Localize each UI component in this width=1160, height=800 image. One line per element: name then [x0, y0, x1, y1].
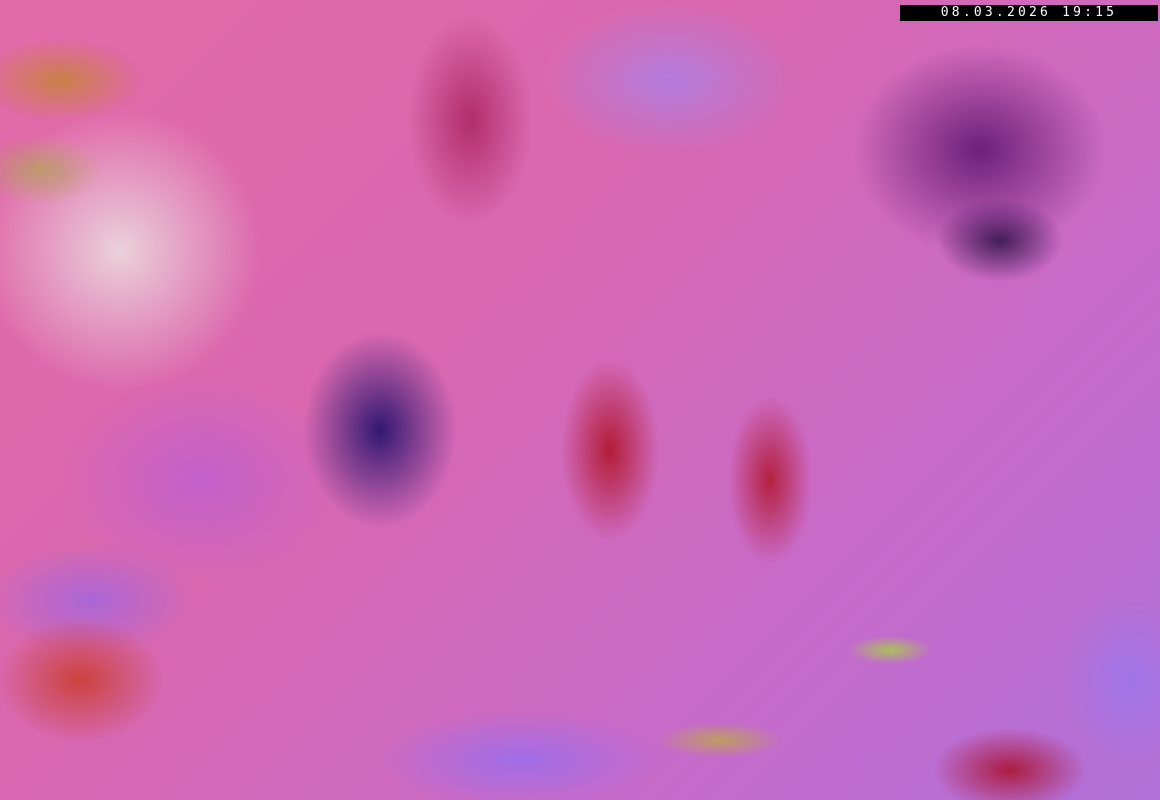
- timestamp-label: 08.03.2026 19:15: [900, 5, 1158, 21]
